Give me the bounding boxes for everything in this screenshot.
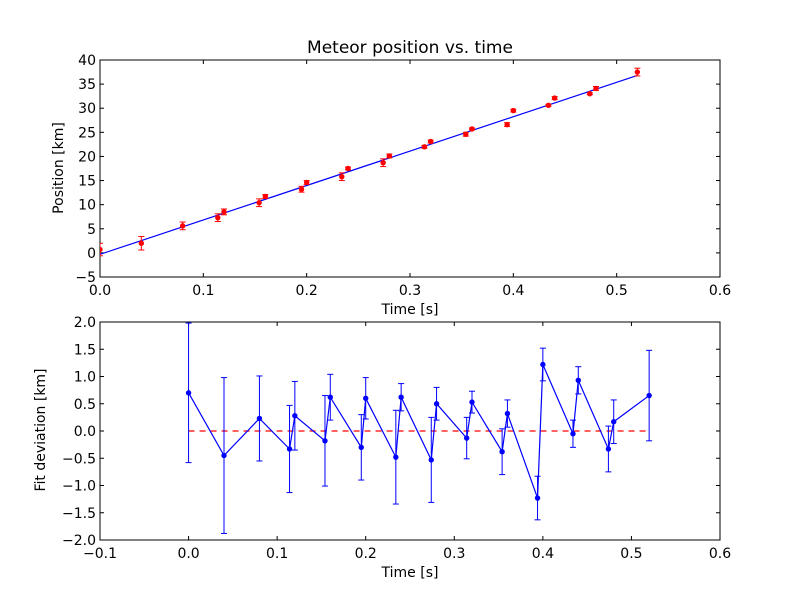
top-data-point	[380, 160, 386, 166]
top-ytick-label: 10	[78, 198, 96, 214]
top-data-point	[545, 102, 552, 109]
top-data-point	[215, 214, 221, 221]
top-data-point	[421, 144, 428, 150]
top-data-point	[593, 85, 599, 92]
bottom-data-point	[322, 438, 328, 444]
bottom-data-point	[292, 413, 298, 419]
top-chart-panel: Meteor position vs. time Time [s] Positi…	[51, 38, 731, 318]
top-data-point	[339, 173, 345, 180]
top-data-point	[262, 193, 269, 200]
bottom-data-point	[398, 394, 404, 400]
bottom-data-group	[185, 322, 653, 534]
bottom-data-point	[646, 392, 652, 399]
bottom-ytick-label: 1.0	[74, 370, 96, 386]
bottom-ytick-label: −0.5	[62, 451, 96, 467]
bottom-xtick-label: 0.0	[177, 546, 199, 562]
bottom-data-point	[221, 452, 227, 459]
top-chart-title: Meteor position vs. time	[307, 38, 513, 58]
top-xtick-label: 0.5	[606, 283, 628, 299]
top-ytick-label: 5	[87, 222, 96, 238]
bottom-data-point	[499, 449, 505, 455]
top-data-point	[179, 223, 186, 229]
top-ytick-label: 0	[87, 246, 96, 262]
top-data-point	[298, 186, 305, 192]
top-data-point	[345, 165, 351, 172]
bottom-xtick-label: 0.5	[620, 546, 642, 562]
top-data-point	[386, 153, 393, 159]
bottom-data-point	[463, 435, 470, 441]
top-ytick-label: 25	[78, 125, 96, 141]
bottom-data-point	[570, 431, 576, 437]
top-data-point	[303, 179, 310, 186]
bottom-chart-panel: Time [s] Fit deviation [km] −0.1 0.0 0.1 0.…	[33, 315, 731, 581]
top-data-point	[100, 246, 103, 253]
top-data-point	[551, 95, 558, 101]
top-ytick-label: −5	[75, 270, 96, 286]
bottom-data-point	[433, 401, 440, 407]
top-data-point	[427, 138, 434, 145]
top-data-point	[221, 209, 227, 215]
bottom-data-point	[428, 457, 434, 463]
top-data-point	[634, 69, 641, 75]
bottom-data-point	[611, 419, 617, 425]
bottom-data-point	[256, 415, 263, 422]
top-data-group	[100, 67, 641, 257]
top-ytick-label: 20	[78, 149, 96, 165]
bottom-data-point	[393, 454, 399, 460]
bottom-xtick-label: 0.1	[266, 546, 288, 562]
top-data-point	[510, 107, 517, 114]
bottom-ytick-label: 0.5	[74, 397, 96, 413]
bottom-xtick-label: 0.6	[709, 546, 731, 562]
bottom-data-point	[540, 361, 546, 368]
bottom-data-point	[575, 377, 581, 384]
bottom-ytick-label: −2.0	[62, 533, 96, 549]
top-data-point	[138, 240, 145, 246]
bottom-data-point	[534, 495, 541, 501]
bottom-data-point	[185, 390, 192, 396]
bottom-data-point	[286, 446, 293, 452]
bottom-data-point	[358, 444, 364, 451]
top-ytick-label: 40	[78, 53, 96, 69]
bottom-xtick-label: 0.4	[532, 546, 554, 562]
top-data-point	[587, 91, 593, 97]
bottom-ytick-label: −1.5	[62, 506, 96, 522]
bottom-data-point	[469, 399, 475, 405]
top-xtick-label: 0.0	[89, 283, 111, 299]
bottom-chart-xlabel: Time [s]	[381, 565, 439, 581]
top-xtick-label: 0.1	[192, 283, 214, 299]
bottom-ytick-label: 1.5	[74, 342, 96, 358]
bottom-data-point	[327, 394, 333, 400]
top-chart-xlabel: Time [s]	[381, 302, 439, 318]
bottom-xtick-label: 0.2	[355, 546, 377, 562]
top-xtick-label: 0.6	[709, 283, 731, 299]
bottom-chart-ylabel: Fit deviation [km]	[33, 368, 49, 491]
bottom-ytick-label: −1.0	[62, 479, 96, 495]
bottom-data-point	[605, 446, 612, 452]
top-xtick-label: 0.4	[502, 283, 524, 299]
top-ytick-label: 15	[78, 174, 96, 190]
top-data-point	[256, 200, 262, 206]
top-data-point	[504, 121, 510, 128]
bottom-data-point	[363, 395, 369, 401]
bottom-ytick-label: 2.0	[74, 315, 96, 331]
bottom-xtick-label: −0.1	[83, 546, 117, 562]
top-ytick-label: 35	[78, 77, 96, 93]
top-data-point	[463, 131, 469, 137]
bottom-ytick-label: 0.0	[74, 424, 96, 440]
top-ytick-label: 30	[78, 101, 96, 117]
bottom-series-line	[188, 364, 650, 499]
bottom-data-point	[504, 410, 511, 417]
bottom-xtick-label: 0.3	[443, 546, 465, 562]
top-data-point	[469, 126, 475, 132]
top-chart-ylabel: Position [km]	[51, 122, 67, 214]
top-xtick-label: 0.2	[296, 283, 318, 299]
top-xtick-label: 0.3	[399, 283, 421, 299]
